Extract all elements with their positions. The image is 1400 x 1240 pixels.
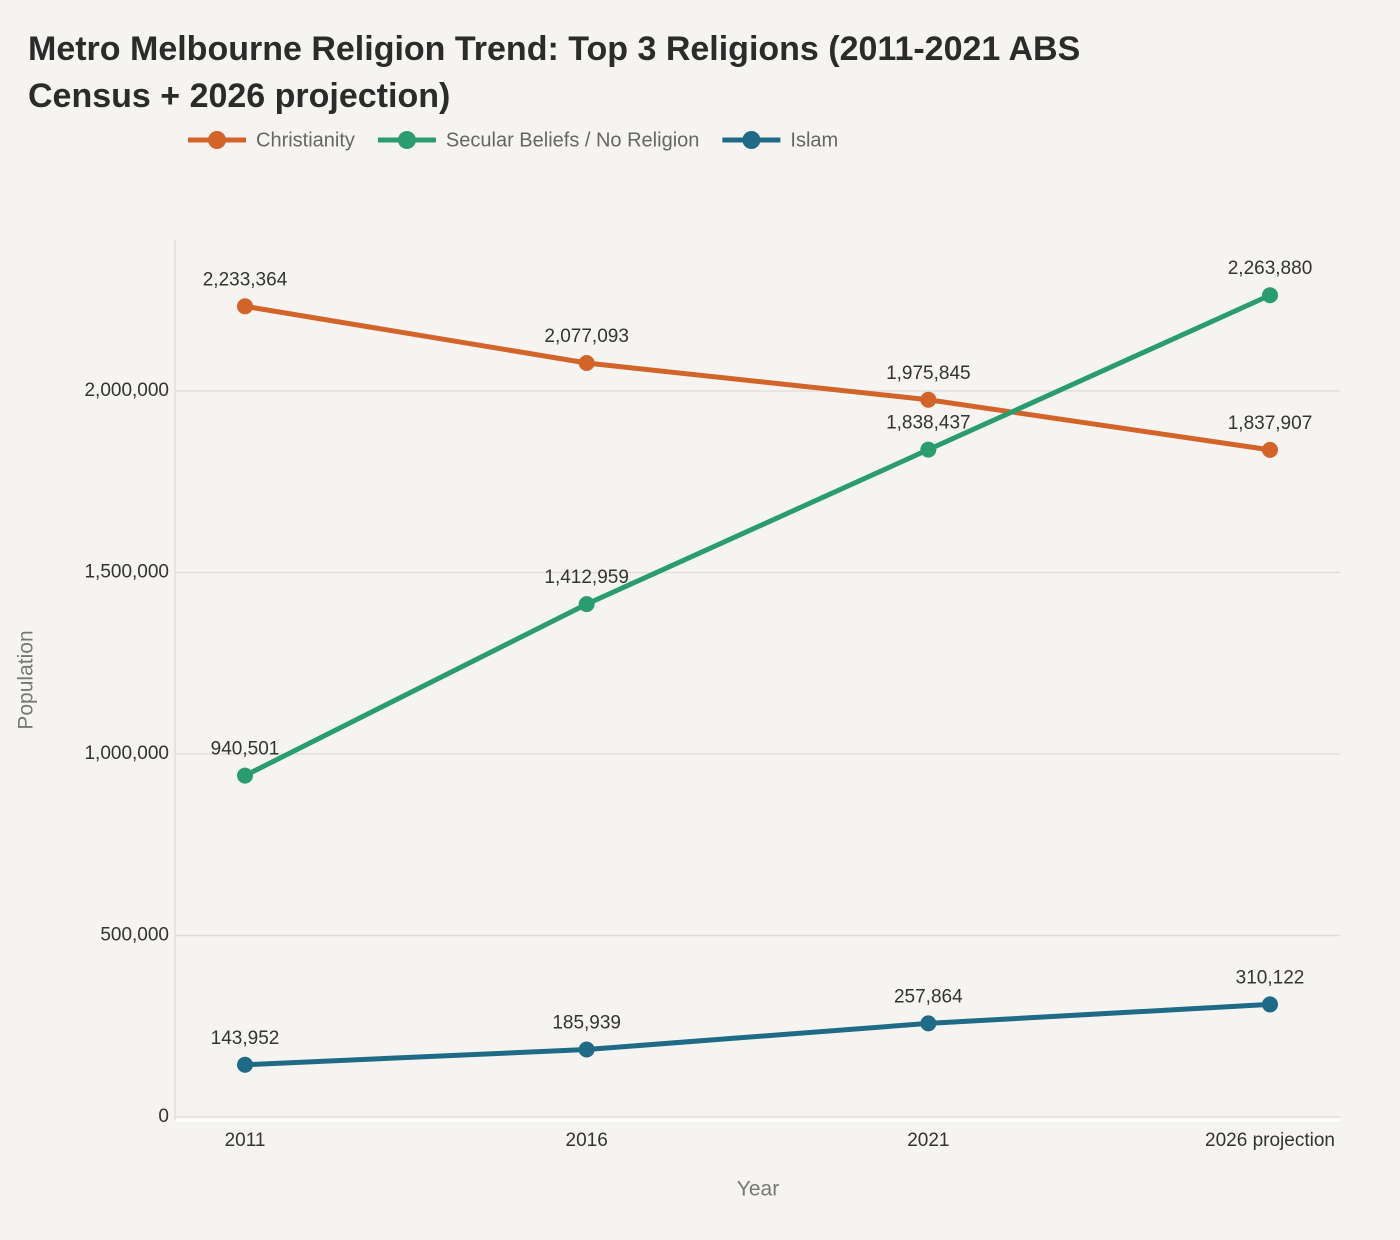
y-tick-label: 500,000 (100, 925, 169, 946)
data-label: 1,837,907 (1228, 413, 1313, 434)
x-axis-title: Year (737, 1178, 779, 1201)
data-point (237, 767, 253, 784)
data-label: 1,838,437 (886, 413, 971, 434)
data-label: 310,122 (1236, 967, 1305, 988)
data-point (237, 298, 253, 315)
y-axis-title: Population (15, 630, 38, 729)
x-tick-label: 2011 (225, 1130, 266, 1151)
y-tick-label: 1,500,000 (84, 562, 169, 583)
data-label: 185,939 (552, 1013, 621, 1034)
data-label: 2,263,880 (1228, 258, 1313, 279)
data-point (578, 1041, 595, 1058)
legend-marker (397, 131, 416, 149)
y-tick-label: 2,000,000 (84, 380, 169, 401)
series-line (244, 303, 1271, 453)
data-point (1262, 287, 1278, 304)
data-point (578, 596, 595, 613)
legend-marker (742, 131, 761, 149)
data-label: 1,412,959 (544, 567, 629, 588)
chart-title: Metro Melbourne Religion Trend: Top 3 Re… (28, 30, 1081, 115)
data-label: 1,975,845 (886, 363, 971, 384)
data-label: 2,233,364 (203, 269, 288, 290)
x-tick-label: 2021 (907, 1130, 949, 1151)
data-point (920, 1015, 937, 1032)
data-point (1262, 996, 1278, 1013)
legend-marker (208, 131, 226, 149)
legend-label: Islam (790, 129, 838, 151)
data-point (578, 355, 595, 372)
data-label: 2,077,093 (544, 326, 629, 347)
legend-label: Christianity (256, 129, 355, 151)
data-point (1262, 441, 1278, 458)
y-tick-label: 1,000,000 (84, 743, 169, 764)
y-tick-label: 0 (158, 1106, 169, 1127)
data-point (920, 391, 937, 408)
data-point (920, 441, 937, 458)
x-tick-label: 2016 (566, 1130, 608, 1151)
x-tick-label: 2026 projection (1205, 1130, 1335, 1151)
data-label: 143,952 (211, 1028, 280, 1049)
legend-label: Secular Beliefs / No Religion (446, 129, 699, 151)
series-line (243, 292, 1272, 778)
data-label: 257,864 (894, 986, 963, 1007)
data-label: 940,501 (211, 739, 280, 760)
series-line (244, 1001, 1271, 1068)
data-point (237, 1056, 253, 1073)
